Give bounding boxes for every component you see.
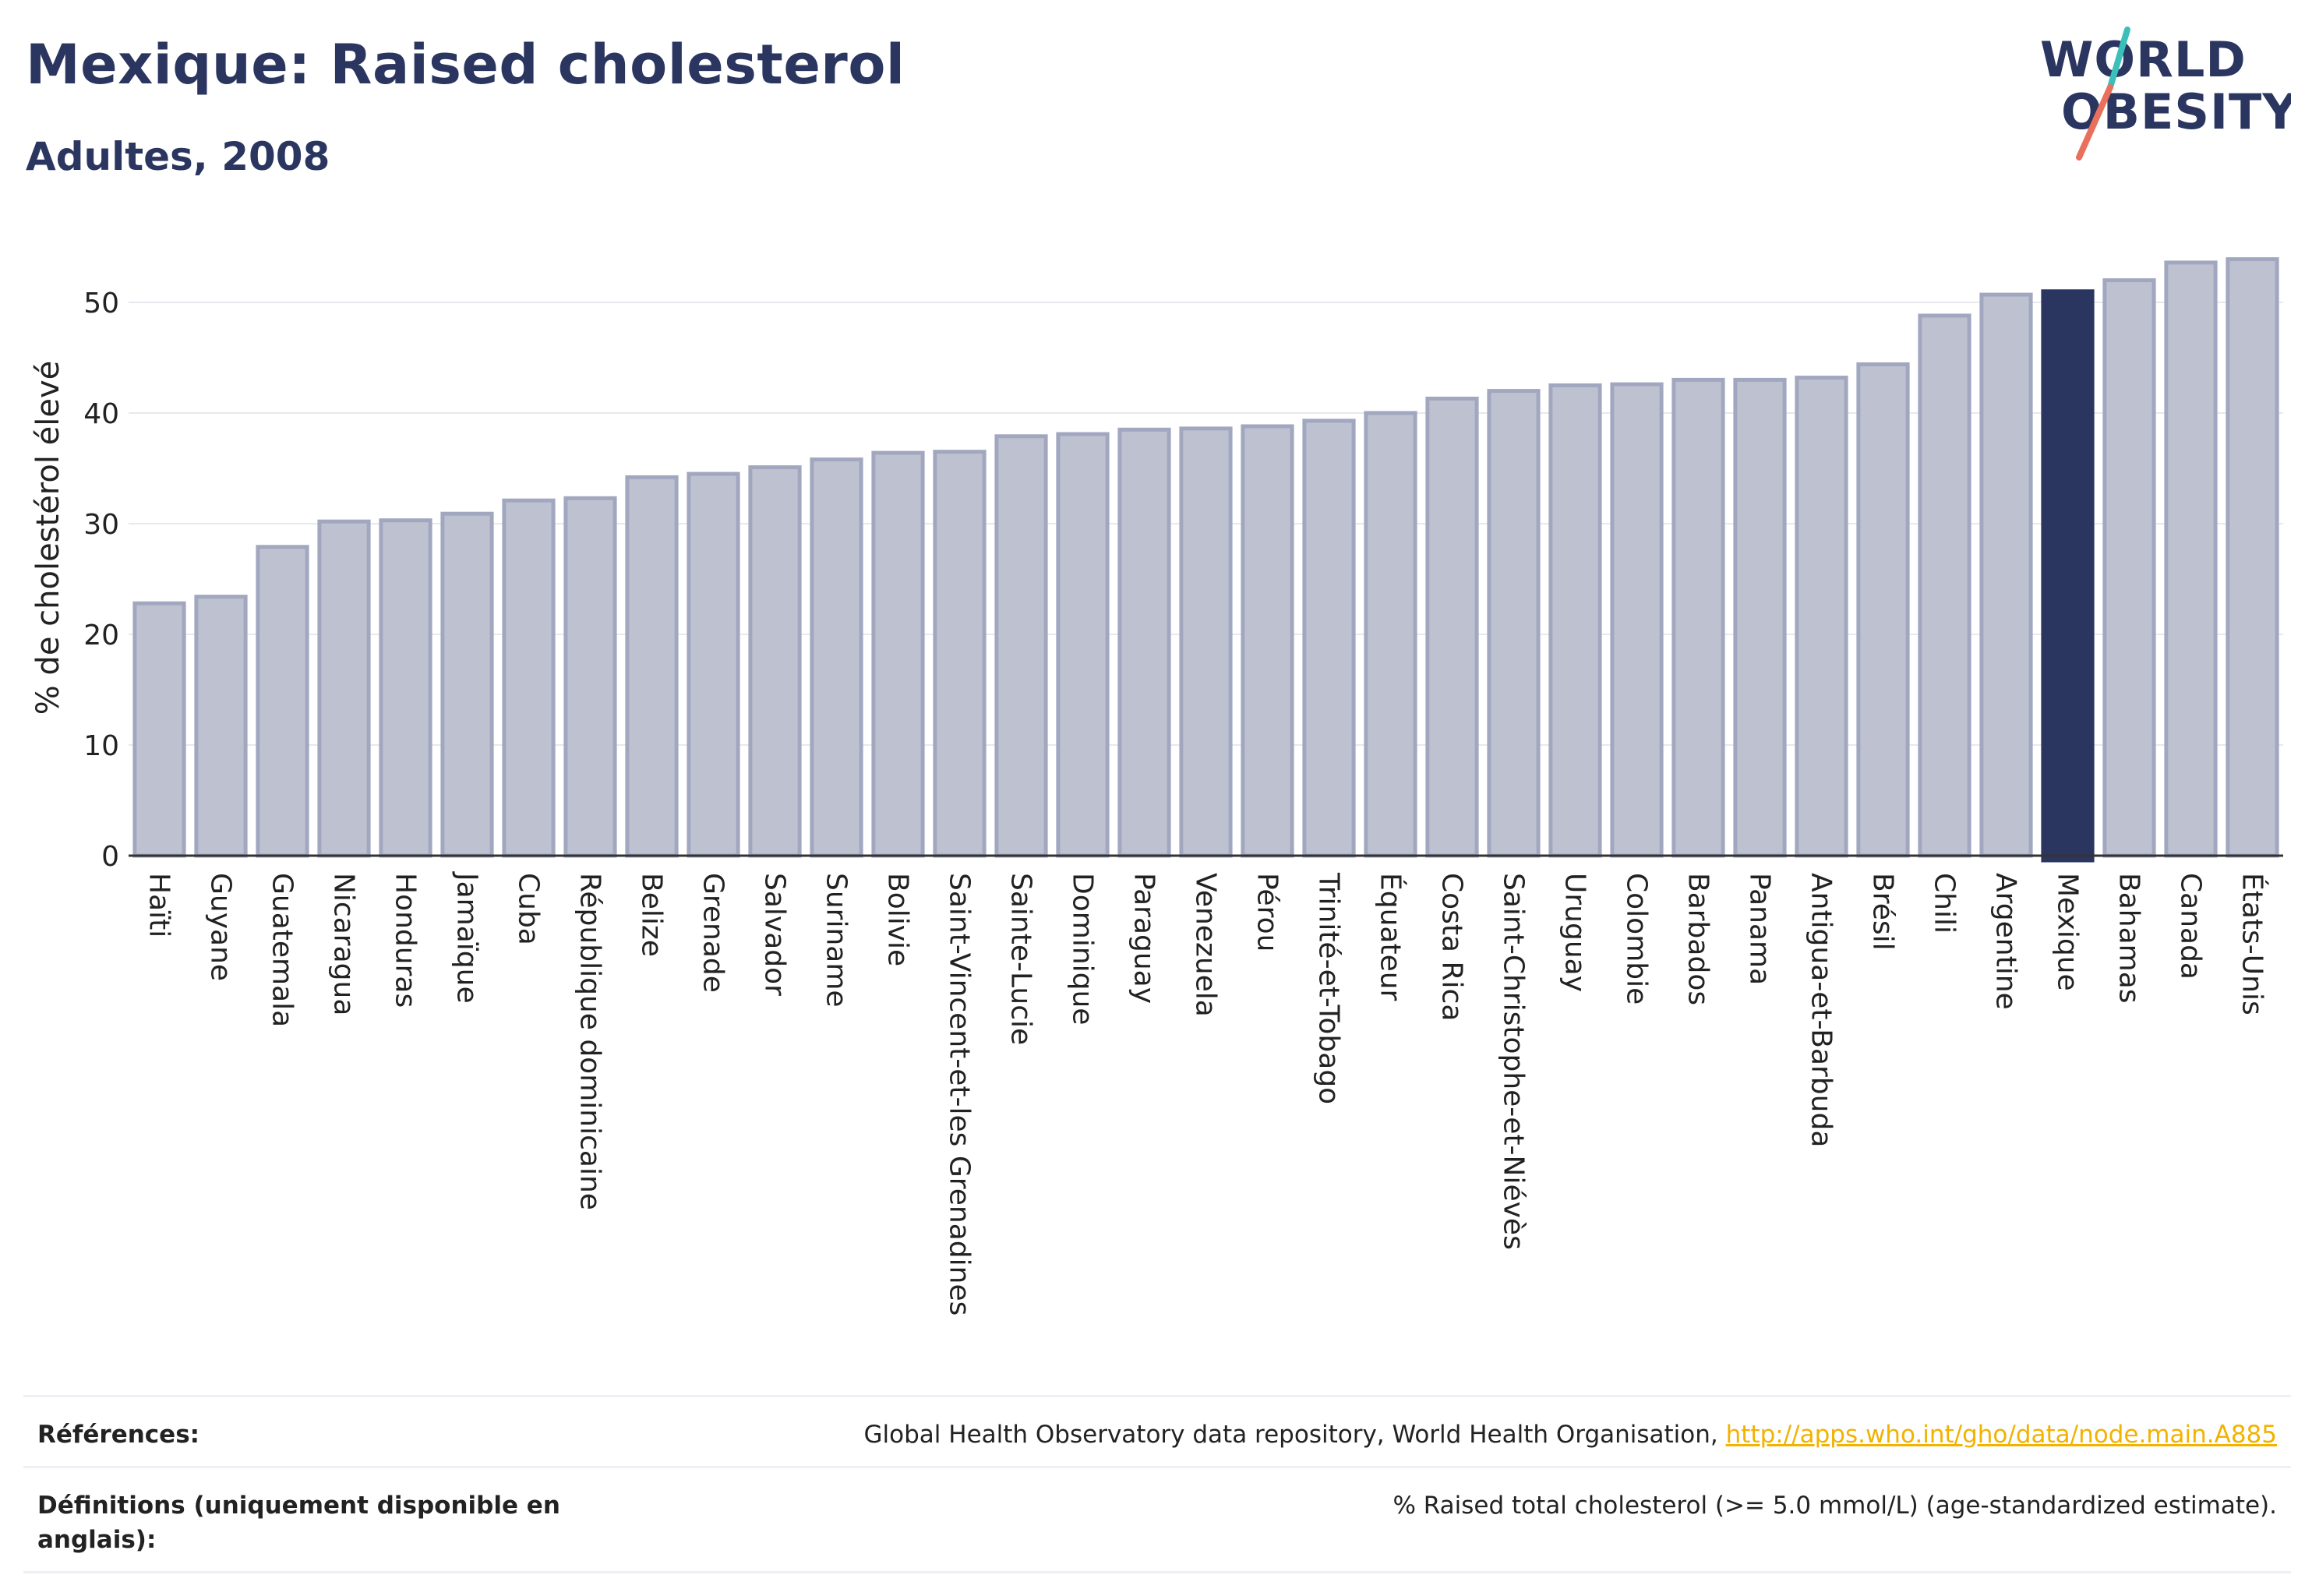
bar-uruguay[interactable] — [1548, 383, 1602, 858]
x-category-label: Cuba — [513, 873, 545, 945]
logo-slash-coral — [2076, 84, 2113, 161]
x-category-label: Guatemala — [267, 873, 298, 1027]
bar-ha-ti[interactable] — [132, 601, 186, 858]
y-tick-label: 40 — [83, 398, 119, 430]
x-category-label: Équateur — [1375, 873, 1407, 1001]
x-category-label: Honduras — [390, 873, 422, 1008]
definitions-row: Définitions (uniquement disponible en an… — [23, 1466, 2291, 1573]
references-text: Global Health Observatory data repositor… — [863, 1421, 1726, 1449]
x-category-label: Sainte-Lucie — [1005, 873, 1037, 1045]
logo-slash-teal — [2107, 26, 2130, 90]
bar-belize[interactable] — [625, 475, 679, 858]
references-row: Références: Global Health Observatory da… — [23, 1395, 2291, 1466]
x-category-label: États-Unis — [2236, 873, 2269, 1015]
y-tick-label: 0 — [101, 841, 119, 873]
bar-grenade[interactable] — [687, 471, 740, 858]
x-category-label: Antigua-et-Barbuda — [1806, 873, 1837, 1147]
bar-nicaragua[interactable] — [317, 519, 371, 858]
x-category-label: Panama — [1744, 873, 1776, 985]
y-tick-label: 10 — [83, 730, 119, 762]
bar-bolivie[interactable] — [871, 450, 925, 858]
x-category-label: Haïti — [143, 873, 175, 937]
x-category-label: Venezuela — [1190, 873, 1222, 1017]
bar-bahamas[interactable] — [2102, 278, 2156, 858]
bar-colombie[interactable] — [1610, 382, 1664, 858]
bar-guatemala[interactable] — [256, 545, 309, 858]
references-link[interactable]: http://apps.who.int/gho/data/node.main.A… — [1725, 1421, 2277, 1449]
x-category-label: Suriname — [821, 873, 852, 1008]
x-category-label: Brésil — [1867, 873, 1899, 951]
x-category-label: Pérou — [1251, 873, 1283, 952]
x-category-label: Saint-Christophe-et-Niévès — [1498, 873, 1530, 1250]
chart-footer: Références: Global Health Observatory da… — [23, 1395, 2291, 1573]
bar-saint-vincent-et-les-grenadines[interactable] — [933, 450, 987, 858]
x-category-label: Uruguay — [1559, 873, 1591, 992]
bar-salvador[interactable] — [748, 465, 802, 858]
bar-guyane[interactable] — [194, 595, 248, 858]
bar-br-sil[interactable] — [1856, 362, 1910, 858]
bar--quateur[interactable] — [1364, 411, 1417, 858]
x-category-label: Chili — [1929, 873, 1961, 934]
bar-trinit-et-tobago[interactable] — [1302, 418, 1356, 858]
x-category-label: Canada — [2175, 873, 2207, 980]
bar-cuba[interactable] — [502, 498, 556, 858]
bar-venezuela[interactable] — [1179, 426, 1233, 858]
y-tick-label: 50 — [83, 288, 119, 320]
world-obesity-logo: WORLD OBESITY — [2040, 26, 2291, 161]
x-category-label: Trinité-et-Tobago — [1313, 872, 1345, 1104]
references-value: Global Health Observatory data repositor… — [864, 1418, 2277, 1452]
x-category-label: Paraguay — [1128, 873, 1160, 1004]
bar-chart: 0 10 20 30 40 50 Haïti Guyane Guatemala Nicaragu… — [30, 257, 2283, 1315]
x-category-label: Colombie — [1621, 873, 1653, 1005]
x-category-label: Barbados — [1682, 873, 1714, 1005]
bar-suriname[interactable] — [810, 457, 863, 858]
bar-paraguay[interactable] — [1117, 427, 1171, 858]
x-category-label: Mexique — [2052, 873, 2084, 991]
x-category-label: Guyane — [205, 873, 237, 981]
x-category-label: Salvador — [759, 873, 791, 996]
x-category-label: Saint-Vincent-et-les Grenadines — [944, 873, 976, 1315]
bar-saint-christophe-et-ni-v-s[interactable] — [1487, 389, 1541, 858]
bar-antigua-et-barbuda[interactable] — [1795, 376, 1848, 858]
definitions-label: Définitions (uniquement disponible en an… — [37, 1492, 560, 1554]
chart-title: Mexique: Raised cholesterol — [26, 33, 905, 97]
x-category-label: Jamaïque — [451, 871, 483, 1004]
x-category-label: Bolivie — [882, 873, 914, 966]
bar--tats-unis[interactable] — [2226, 257, 2279, 858]
x-category-label: Dominique — [1067, 873, 1099, 1025]
y-tick-label: 20 — [83, 620, 119, 651]
bar-mexique[interactable] — [2041, 289, 2095, 863]
bars-layer — [132, 257, 2279, 863]
logo-line-world: WORLD — [2040, 31, 2247, 88]
references-label: Références: — [37, 1421, 200, 1449]
bar-sainte-lucie[interactable] — [994, 434, 1048, 858]
x-category-label: République dominicaine — [574, 873, 606, 1210]
definitions-value: % Raised total cholesterol (>= 5.0 mmol/… — [1393, 1492, 2277, 1520]
bar-jama-que[interactable] — [440, 511, 494, 858]
bar-barbados[interactable] — [1671, 377, 1725, 858]
bar-p-rou[interactable] — [1241, 424, 1294, 858]
x-category-label: Costa Rica — [1436, 873, 1468, 1021]
y-axis-label: % de cholestérol élevé — [30, 361, 66, 715]
x-category-label: Grenade — [697, 873, 729, 993]
y-tick-label: 30 — [83, 509, 119, 541]
bar-costa-rica[interactable] — [1425, 397, 1479, 858]
x-category-label: Nicaragua — [328, 873, 360, 1015]
bar-chili[interactable] — [1918, 313, 1971, 858]
x-category-labels: Haïti Guyane Guatemala Nicaragua Honduras Jam… — [143, 871, 2269, 1315]
x-category-label: Bahamas — [2113, 873, 2145, 1004]
y-tick-labels: 0 10 20 30 40 50 — [83, 288, 119, 873]
x-category-label: Belize — [636, 873, 668, 957]
bar-argentine[interactable] — [1979, 292, 2033, 858]
chart-subtitle: Adultes, 2008 — [26, 134, 330, 179]
x-category-label: Argentine — [1990, 873, 2022, 1010]
bar-r-publique-dominicaine[interactable] — [563, 496, 617, 858]
bar-canada[interactable] — [2164, 260, 2218, 858]
bar-dominique[interactable] — [1056, 432, 1110, 858]
bar-honduras[interactable] — [379, 518, 432, 858]
bar-panama[interactable] — [1733, 377, 1787, 858]
